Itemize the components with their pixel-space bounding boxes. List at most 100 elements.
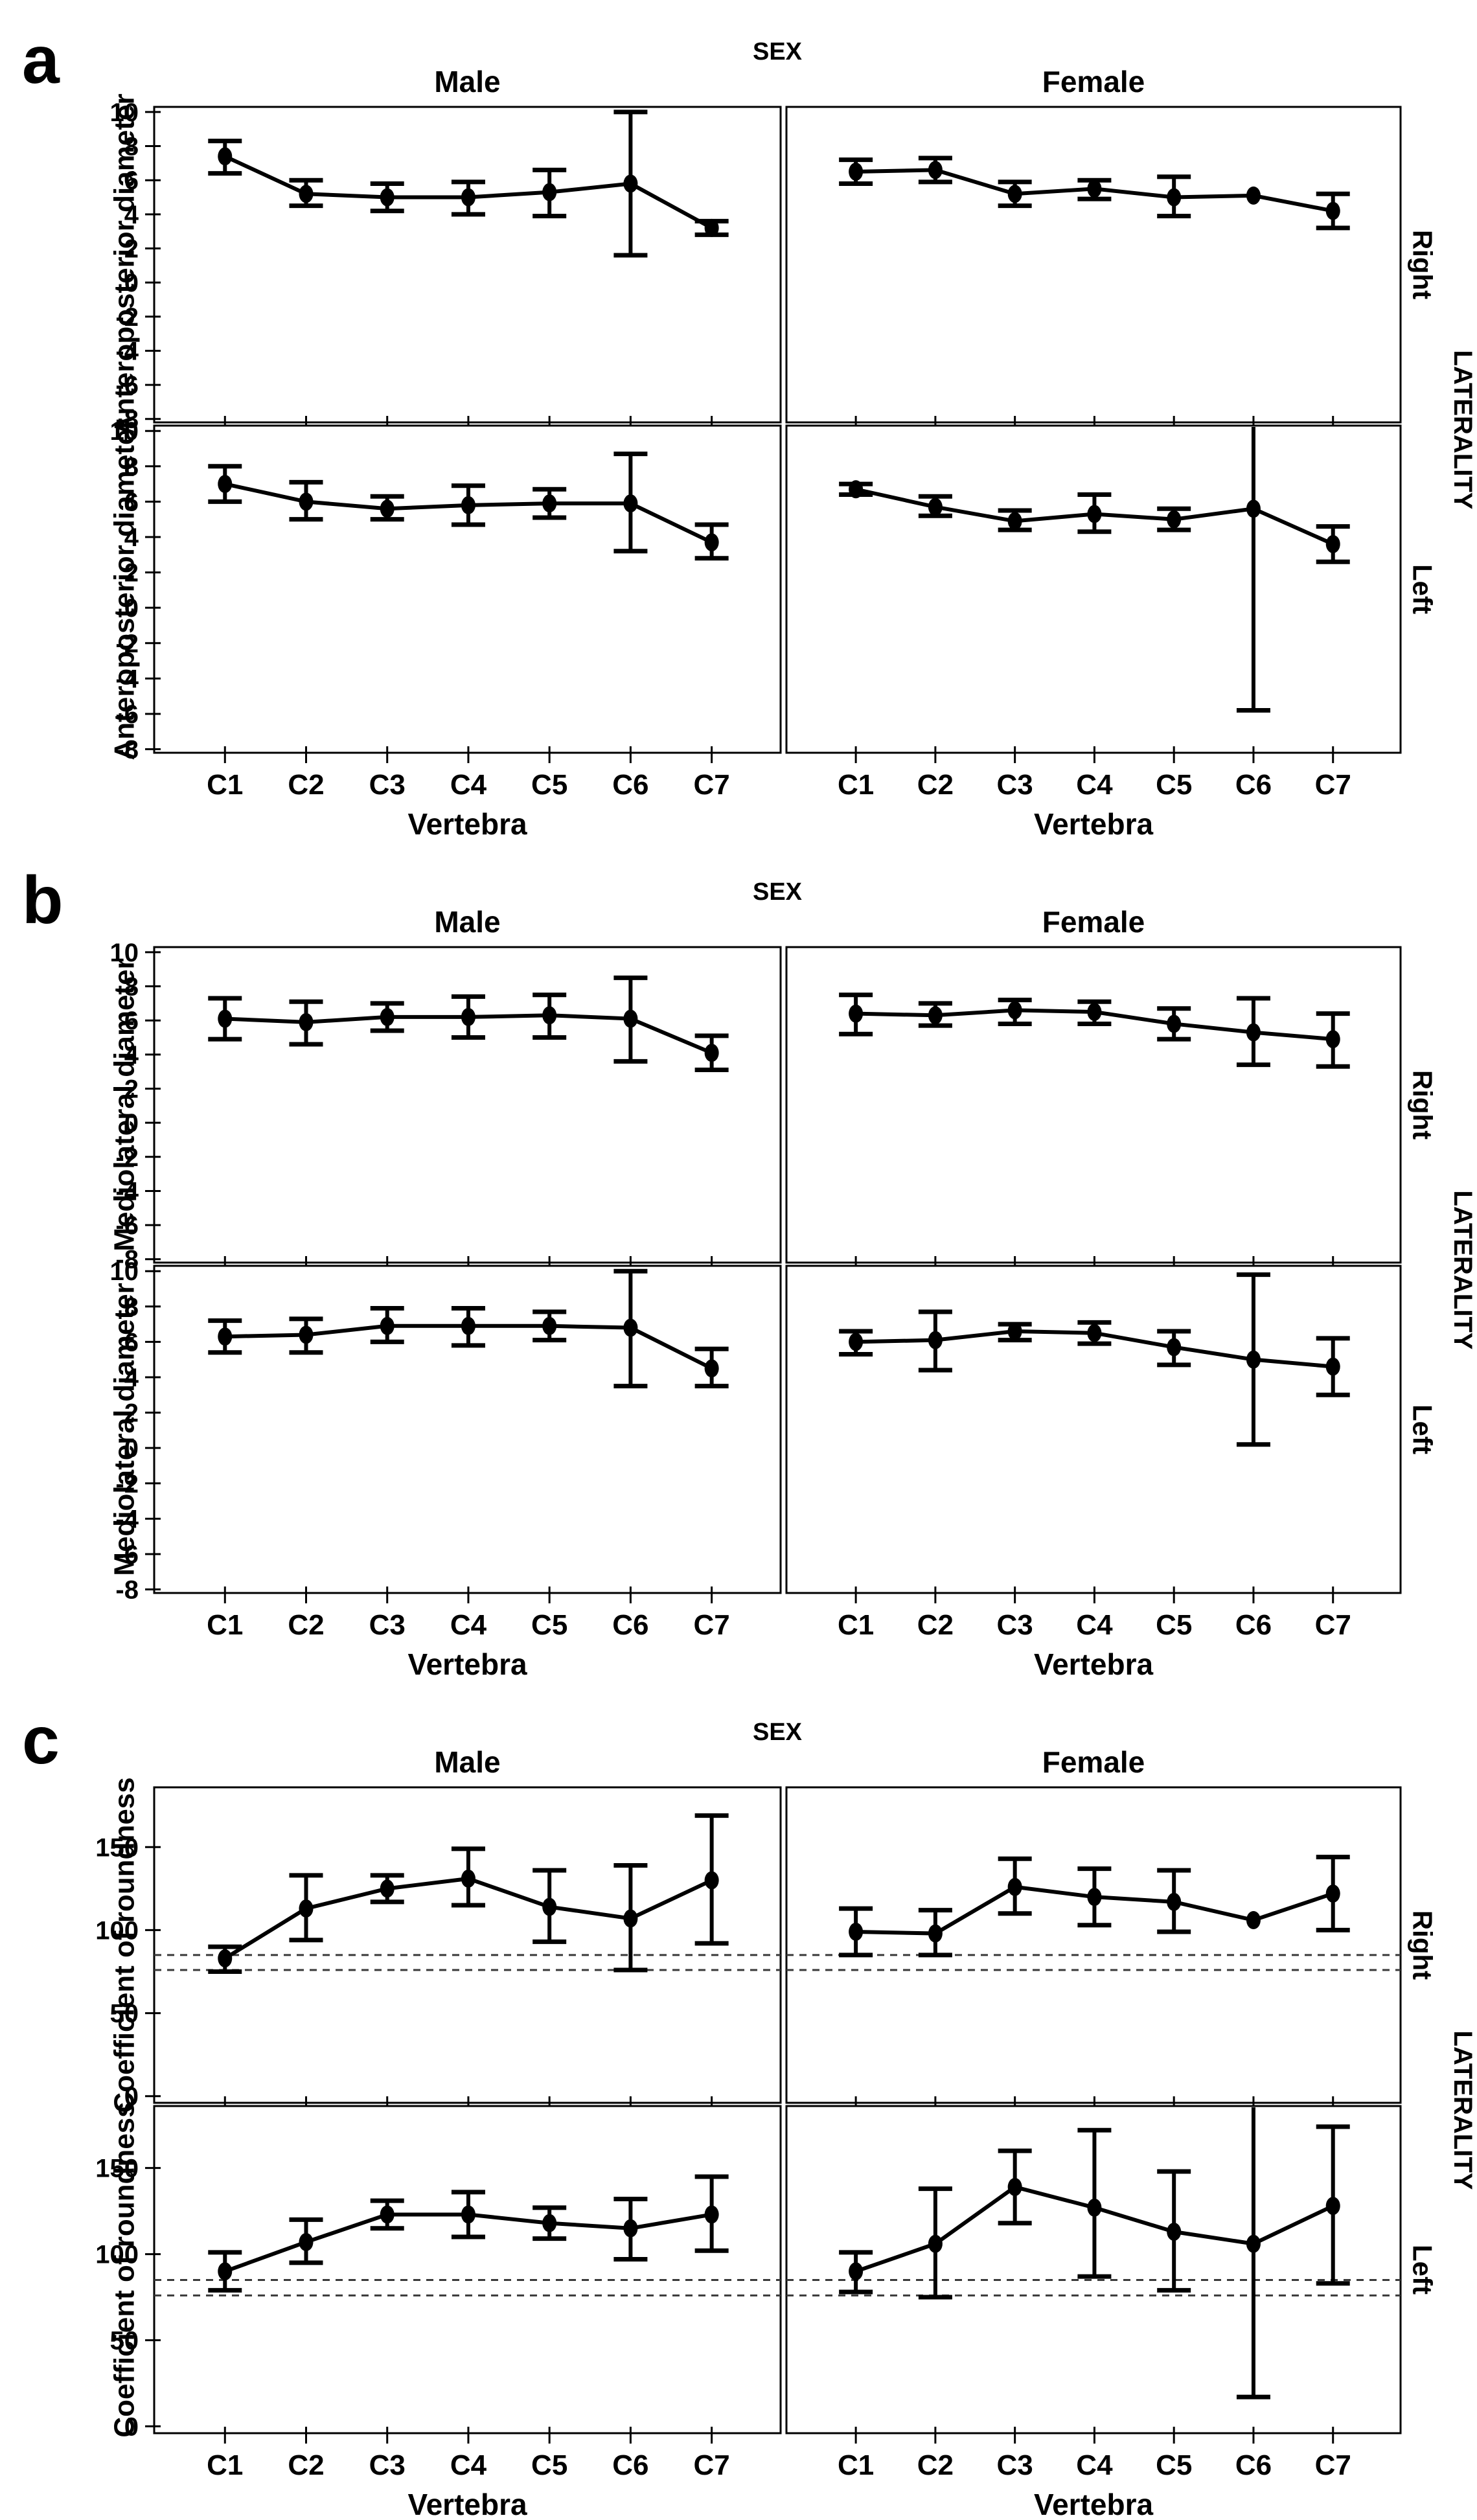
x-axis-title: Vertebra xyxy=(407,1647,527,1680)
data-point xyxy=(299,2232,314,2251)
series-group xyxy=(208,2174,729,2293)
column-header: Male xyxy=(434,65,500,98)
data-point xyxy=(218,147,233,166)
data-point xyxy=(1007,1001,1022,1020)
y-tick-label: 0 xyxy=(124,2412,139,2441)
data-point xyxy=(380,1879,395,1898)
y-tick-label: -6 xyxy=(115,1541,139,1569)
x-tick-label: C7 xyxy=(694,2449,730,2481)
y-tick-label: 0 xyxy=(124,2083,139,2111)
data-point xyxy=(849,1333,864,1351)
data-point xyxy=(380,1007,395,1026)
x-tick-label: C4 xyxy=(1076,1609,1113,1641)
x-tick-label: C6 xyxy=(612,1609,648,1641)
x-tick-label: C4 xyxy=(1076,2449,1113,2481)
x-tick-label: C2 xyxy=(917,1609,954,1641)
data-point xyxy=(1325,201,1340,220)
x-tick-label: C3 xyxy=(997,769,1033,801)
y-tick-label: 50 xyxy=(110,2000,139,2028)
plot-cell xyxy=(785,1786,1402,2104)
x-tick-label: C7 xyxy=(694,1609,730,1641)
data-point xyxy=(542,1897,557,1916)
data-point xyxy=(1167,1338,1182,1357)
y-tick-label: -4 xyxy=(115,665,139,693)
x-tick-label: C7 xyxy=(1315,769,1351,801)
y-tick-label: 8 xyxy=(124,1293,139,1322)
data-point xyxy=(1087,1323,1102,1342)
y-tick-label: 8 xyxy=(124,453,139,481)
y-tick-label: 100 xyxy=(95,2241,139,2269)
data-point xyxy=(380,499,395,518)
y-tick-label: -8 xyxy=(115,1576,139,1605)
y-tick-label: -2 xyxy=(115,630,139,658)
data-point xyxy=(623,1318,638,1337)
plot-cell xyxy=(785,424,1402,754)
data-point xyxy=(218,1949,233,1968)
x-tick-label: C2 xyxy=(288,2449,324,2481)
data-point xyxy=(461,188,475,207)
row-header: Left xyxy=(1408,1404,1438,1454)
y-tick-label: -2 xyxy=(115,303,139,332)
plot-cell xyxy=(153,1786,782,2104)
panel-letter: b xyxy=(22,863,63,938)
data-point xyxy=(704,1044,719,1062)
y-tick-label: 6 xyxy=(124,1328,139,1357)
data-point xyxy=(849,163,864,181)
y-tick-label: 50 xyxy=(110,2326,139,2355)
data-point xyxy=(928,2234,943,2253)
data-point xyxy=(1007,1877,1022,1896)
y-tick-label: 4 xyxy=(124,201,139,229)
data-point xyxy=(1325,1357,1340,1376)
data-point xyxy=(849,1004,864,1023)
x-axis-title: Vertebra xyxy=(1034,1647,1154,1680)
data-point xyxy=(461,1869,475,1888)
data-point xyxy=(1325,2197,1340,2216)
data-point xyxy=(1167,2223,1182,2241)
data-point xyxy=(1007,1322,1022,1340)
data-point xyxy=(1325,534,1340,553)
row-header: Right xyxy=(1408,1910,1438,1980)
data-point xyxy=(542,1316,557,1335)
data-point xyxy=(1087,179,1102,198)
y-tick-label: 2 xyxy=(124,1399,139,1428)
x-axis-title: Vertebra xyxy=(1034,807,1154,840)
y-axis-title: Coefficient of roundness xyxy=(109,2102,141,2437)
series-group xyxy=(839,427,1350,713)
panel-letter: c xyxy=(22,1703,60,1778)
data-point xyxy=(461,496,475,514)
y-axis-title: Mediolateral diameter xyxy=(109,1283,141,1575)
data-point xyxy=(542,494,557,513)
data-point xyxy=(1007,2177,1022,2196)
data-point xyxy=(461,1316,475,1335)
y-tick-label: 0 xyxy=(124,269,139,297)
x-tick-label: C1 xyxy=(838,769,874,801)
x-tick-label: C5 xyxy=(1156,2449,1192,2481)
sex-header: SEX xyxy=(753,878,803,906)
laterality-label: LATERALITY xyxy=(1448,1191,1477,1350)
series-group xyxy=(839,2107,1350,2400)
x-tick-label: C4 xyxy=(450,2449,487,2481)
column-header: Male xyxy=(434,905,500,939)
x-tick-label: C6 xyxy=(1235,2449,1272,2481)
x-tick-label: C7 xyxy=(1315,1609,1351,1641)
data-point xyxy=(380,1316,395,1335)
x-tick-label: C2 xyxy=(917,2449,954,2481)
y-tick-label: 6 xyxy=(124,488,139,516)
y-tick-label: 4 xyxy=(124,1364,139,1392)
row-header: Right xyxy=(1408,230,1438,299)
y-tick-label: 10 xyxy=(110,1257,139,1286)
panel-c-chart: c SEX Male Female Coefficient of roundnessCo… xyxy=(22,1703,1477,2520)
data-point xyxy=(542,183,557,201)
x-tick-label: C2 xyxy=(288,1609,324,1641)
y-tick-label: -8 xyxy=(115,736,139,764)
y-tick-label: 0 xyxy=(124,594,139,623)
x-tick-label: C3 xyxy=(369,769,406,801)
y-tick-label: -4 xyxy=(115,337,139,365)
y-tick-label: 10 xyxy=(110,939,139,967)
data-point xyxy=(299,185,314,203)
y-tick-label: 150 xyxy=(95,1833,139,1862)
x-tick-label: C6 xyxy=(1235,769,1272,801)
data-point xyxy=(218,1327,233,1346)
series-group xyxy=(208,452,729,561)
